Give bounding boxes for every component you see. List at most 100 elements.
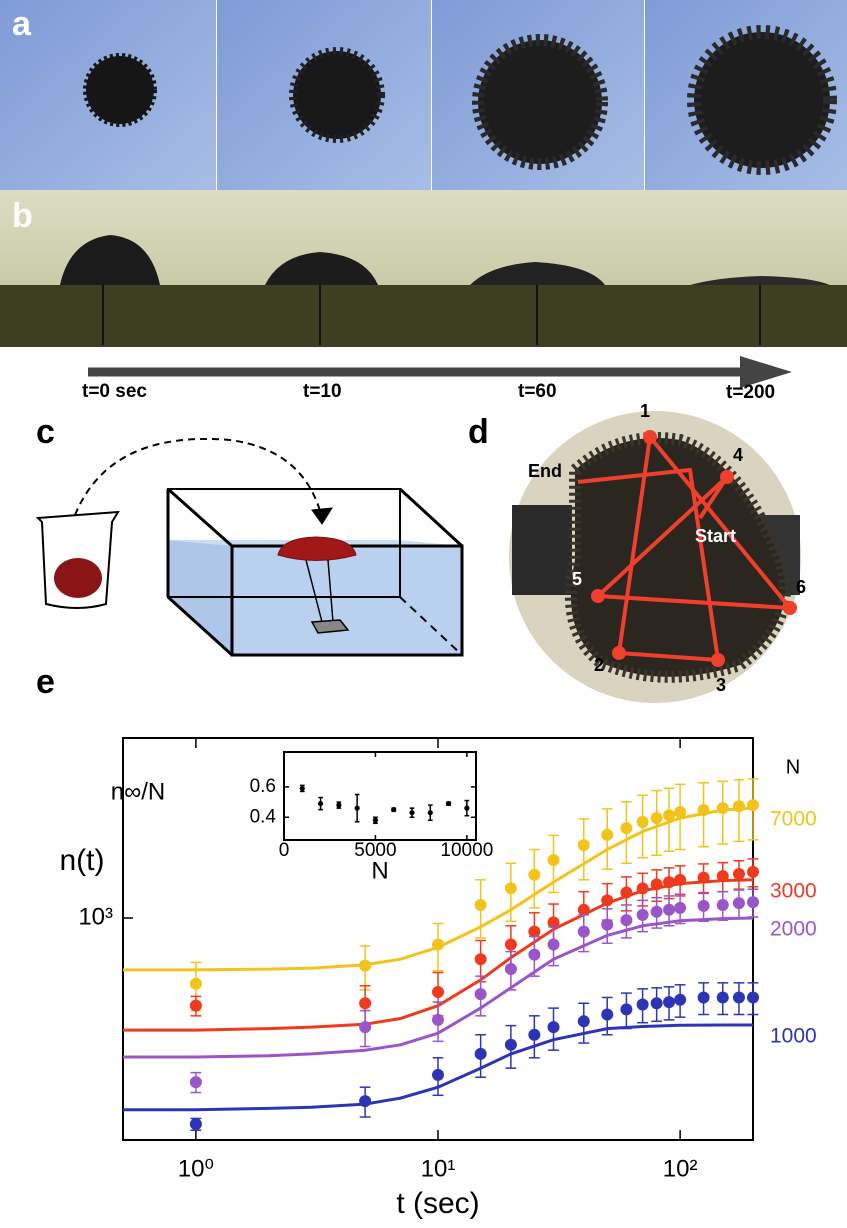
data-point xyxy=(528,948,541,961)
data-point xyxy=(391,807,397,813)
data-point xyxy=(674,805,687,818)
data-point xyxy=(697,871,710,884)
data-point xyxy=(474,988,487,1001)
data-point xyxy=(504,882,517,895)
data-point xyxy=(620,1003,633,1016)
panel-label: a xyxy=(12,5,32,43)
data-point xyxy=(528,868,541,881)
data-point xyxy=(601,1008,614,1021)
y-axis-label: n(t) xyxy=(60,844,105,877)
data-point xyxy=(189,999,202,1012)
data-point xyxy=(747,865,759,878)
x-axis-label: t (sec) xyxy=(396,1187,479,1220)
panel-label: d xyxy=(468,413,489,451)
data-point xyxy=(577,1015,590,1028)
data-point xyxy=(663,809,676,822)
data-point xyxy=(359,997,372,1010)
data-point xyxy=(732,991,745,1004)
legend-entry: 3000 xyxy=(770,879,817,902)
legend-entry: 1000 xyxy=(770,1025,817,1048)
time-label: t=10 xyxy=(303,381,342,402)
panel-b-photos xyxy=(0,190,847,347)
data-point xyxy=(650,878,663,891)
point-label: 1 xyxy=(640,401,650,421)
point-label: 3 xyxy=(716,675,726,695)
data-point xyxy=(432,1013,444,1026)
y-tick-label: 10³ xyxy=(78,903,113,930)
data-point xyxy=(547,938,560,951)
data-point xyxy=(504,1038,517,1051)
data-point xyxy=(650,997,663,1010)
data-point xyxy=(636,882,649,895)
data-point xyxy=(674,993,687,1006)
data-point xyxy=(601,894,614,907)
x-tick-label: 10000 xyxy=(440,840,493,861)
data-point xyxy=(663,996,676,1009)
data-point xyxy=(663,876,676,889)
x-tick-label: 10⁰ xyxy=(178,1155,214,1182)
data-point xyxy=(732,868,745,881)
data-point xyxy=(504,938,517,951)
setup-diagram xyxy=(35,438,464,657)
legend-entry: 2000 xyxy=(770,918,817,941)
data-point xyxy=(409,810,415,816)
data-point xyxy=(697,991,710,1004)
data-point xyxy=(577,925,590,938)
data-point xyxy=(189,977,202,990)
data-point xyxy=(354,805,360,811)
data-point xyxy=(716,898,729,911)
data-point xyxy=(359,1095,372,1108)
data-point xyxy=(716,991,729,1004)
data-point xyxy=(504,963,517,976)
point-label: 2 xyxy=(594,655,604,675)
data-point xyxy=(445,800,452,807)
data-point xyxy=(620,914,633,927)
data-point xyxy=(663,903,676,916)
y-tick-label: 0.6 xyxy=(250,776,276,797)
data-point xyxy=(317,800,324,807)
data-point xyxy=(620,886,633,899)
data-point xyxy=(732,800,745,813)
data-point xyxy=(189,1076,202,1089)
time-label: t=0 sec xyxy=(82,381,147,402)
data-point xyxy=(474,898,487,911)
data-point xyxy=(697,804,710,817)
data-point xyxy=(601,918,614,931)
data-point xyxy=(432,938,444,951)
data-point xyxy=(650,812,663,825)
time-label: t=200 xyxy=(726,382,775,403)
data-point xyxy=(747,991,759,1004)
point-label: 4 xyxy=(733,445,743,465)
data-point xyxy=(432,1068,444,1081)
data-point xyxy=(620,822,633,835)
data-point xyxy=(636,815,649,828)
data-point xyxy=(189,1118,202,1131)
data-point xyxy=(747,799,759,812)
axes-frame xyxy=(283,751,477,841)
data-point xyxy=(716,870,729,883)
data-point xyxy=(636,908,649,921)
data-point xyxy=(697,899,710,912)
panel-label: b xyxy=(12,197,33,235)
data-point xyxy=(474,1047,487,1060)
data-point xyxy=(432,986,444,999)
data-point xyxy=(359,959,372,972)
data-point xyxy=(601,828,614,841)
data-point xyxy=(732,897,745,910)
data-point xyxy=(747,896,759,909)
data-point xyxy=(674,901,687,914)
data-point xyxy=(372,817,379,823)
data-point xyxy=(528,925,541,938)
data-point xyxy=(636,998,649,1011)
x-tick-label: 10² xyxy=(663,1155,698,1182)
tracking-photo xyxy=(509,411,801,703)
legend-entry: 7000 xyxy=(770,808,817,831)
x-tick-label: 10¹ xyxy=(421,1155,456,1182)
data-point xyxy=(336,802,342,808)
start-label: Start xyxy=(695,526,736,546)
data-point xyxy=(577,839,590,852)
charts: 10⁰ 10¹ 10² 10³ t (sec) n(t) N 7000 3000 2000 1000… xyxy=(60,737,817,1220)
data-point xyxy=(547,1021,560,1034)
